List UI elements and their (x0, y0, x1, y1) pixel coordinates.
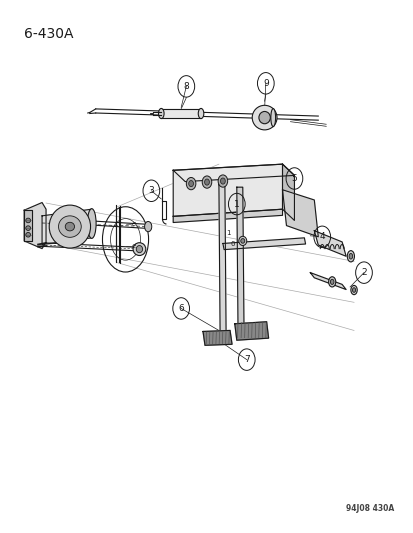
Text: 94J08 430A: 94J08 430A (345, 504, 393, 513)
Text: 4: 4 (319, 232, 324, 241)
Polygon shape (202, 330, 231, 345)
Ellipse shape (258, 111, 270, 124)
Text: 1: 1 (225, 230, 230, 236)
Ellipse shape (350, 286, 356, 295)
Text: 5: 5 (291, 174, 297, 183)
Polygon shape (236, 187, 243, 325)
Text: 7: 7 (243, 355, 249, 364)
Polygon shape (282, 164, 294, 221)
Ellipse shape (240, 239, 244, 243)
Polygon shape (234, 322, 268, 340)
Circle shape (202, 176, 211, 188)
Ellipse shape (348, 254, 352, 259)
Ellipse shape (26, 232, 31, 237)
Text: 9: 9 (262, 79, 268, 88)
Ellipse shape (330, 279, 333, 285)
Ellipse shape (198, 108, 203, 118)
Ellipse shape (87, 209, 96, 238)
Polygon shape (173, 209, 282, 222)
Polygon shape (42, 209, 92, 245)
Ellipse shape (270, 109, 275, 127)
Polygon shape (173, 164, 282, 216)
Text: 6: 6 (178, 304, 184, 313)
Ellipse shape (133, 243, 145, 255)
Polygon shape (218, 184, 225, 333)
Ellipse shape (58, 216, 81, 237)
Ellipse shape (238, 236, 246, 246)
Polygon shape (173, 164, 294, 182)
Polygon shape (310, 273, 345, 289)
Circle shape (204, 179, 209, 185)
Polygon shape (161, 109, 201, 118)
Polygon shape (222, 238, 305, 249)
Circle shape (218, 175, 227, 187)
Text: e: e (131, 243, 135, 249)
Circle shape (186, 177, 195, 190)
Ellipse shape (65, 222, 74, 231)
Polygon shape (313, 231, 345, 256)
Ellipse shape (144, 222, 152, 232)
Polygon shape (24, 203, 46, 248)
Ellipse shape (347, 251, 354, 262)
Ellipse shape (49, 205, 90, 248)
Ellipse shape (158, 108, 164, 118)
Text: 2: 2 (360, 268, 366, 277)
Text: e: e (131, 221, 135, 227)
Polygon shape (282, 190, 318, 237)
Text: 1: 1 (233, 199, 239, 208)
Ellipse shape (252, 106, 276, 130)
Ellipse shape (136, 246, 142, 253)
Circle shape (220, 178, 225, 184)
Ellipse shape (351, 288, 355, 292)
Text: 8: 8 (183, 82, 189, 91)
Circle shape (188, 181, 193, 187)
Ellipse shape (26, 226, 31, 230)
Ellipse shape (26, 218, 31, 223)
Text: 3: 3 (148, 186, 154, 195)
Ellipse shape (328, 277, 335, 287)
Polygon shape (24, 210, 32, 241)
Text: 0: 0 (230, 241, 234, 247)
Text: 6-430A: 6-430A (24, 27, 74, 41)
